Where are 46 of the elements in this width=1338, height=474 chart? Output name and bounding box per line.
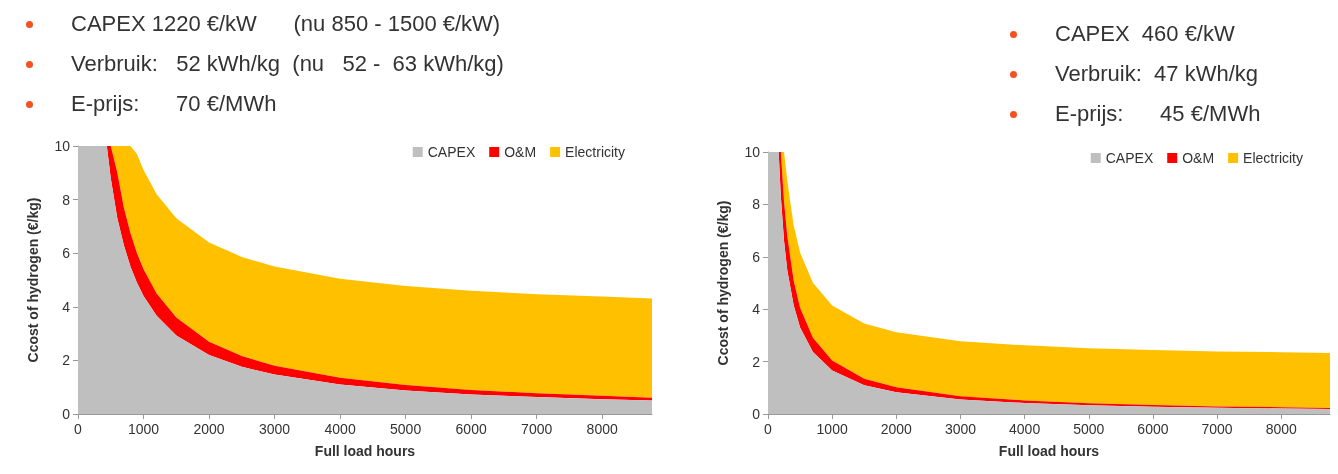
x-axis-title: Full load hours [314, 443, 416, 459]
legend-label: O&M [504, 144, 537, 160]
y-axis-title: Ccost of hydrogen (€/kg) [25, 197, 41, 363]
y-tick-label: 8 [752, 196, 761, 213]
x-tick-label: 5000 [1073, 421, 1105, 437]
y-tick-label: 6 [752, 248, 761, 265]
y-tick-label: 0 [62, 406, 71, 422]
x-tick-label: 7000 [1201, 421, 1233, 437]
text: Verbruik: 52 kWh/kg (nu 52 - 63 kWh/kg) [71, 50, 504, 78]
x-tick-label: 6000 [455, 421, 487, 437]
text: Verbruik: 47 kWh/kg [1055, 60, 1258, 88]
y-tick-label: 10 [744, 144, 761, 160]
y-axis-title: Ccost of hydrogen (€/kg) [715, 200, 731, 366]
x-tick-label: 3000 [259, 421, 291, 437]
y-tick-label: 10 [54, 138, 71, 154]
x-axis-title: Full load hours [998, 443, 1100, 459]
text: CAPEX 460 €/kW [1055, 20, 1235, 48]
y-tick-label: 6 [62, 245, 71, 262]
text: E-prijs: 45 €/MWh [1055, 100, 1261, 128]
x-tick-label: 8000 [1265, 421, 1298, 437]
x-tick-label: 7000 [521, 421, 553, 437]
y-tick-label: 2 [62, 352, 71, 369]
x-tick-label: 4000 [1009, 421, 1041, 437]
y-tick-label: 4 [752, 301, 761, 318]
y-tick-label: 0 [752, 406, 761, 422]
x-tick-label: 2000 [193, 421, 225, 437]
x-tick-label: 5000 [390, 421, 422, 437]
legend-label: O&M [1182, 150, 1215, 166]
legend-label: Electricity [565, 144, 626, 160]
x-tick-label: 1000 [816, 421, 848, 437]
x-tick-label: 1000 [127, 421, 160, 437]
legend-label: CAPEX [427, 144, 476, 160]
x-tick-label: 4000 [324, 421, 356, 437]
x-tick-label: 2000 [880, 421, 913, 437]
x-tick-label: 0 [74, 421, 83, 437]
x-tick-label: 6000 [1137, 421, 1169, 437]
y-tick-label: 2 [752, 353, 761, 370]
x-tick-label: 3000 [944, 421, 977, 437]
text: CAPEX 1220 €/kW (nu 850 - 1500 €/kW) [71, 10, 501, 38]
y-tick-label: 4 [62, 298, 71, 315]
legend-label: Electricity [1243, 150, 1304, 166]
y-tick-label: 8 [62, 191, 71, 208]
x-tick-label: 8000 [586, 421, 618, 437]
x-tick-label: 0 [764, 421, 773, 437]
text: E-prijs: 70 €/MWh [71, 90, 277, 118]
legend-label: CAPEX [1105, 150, 1154, 166]
